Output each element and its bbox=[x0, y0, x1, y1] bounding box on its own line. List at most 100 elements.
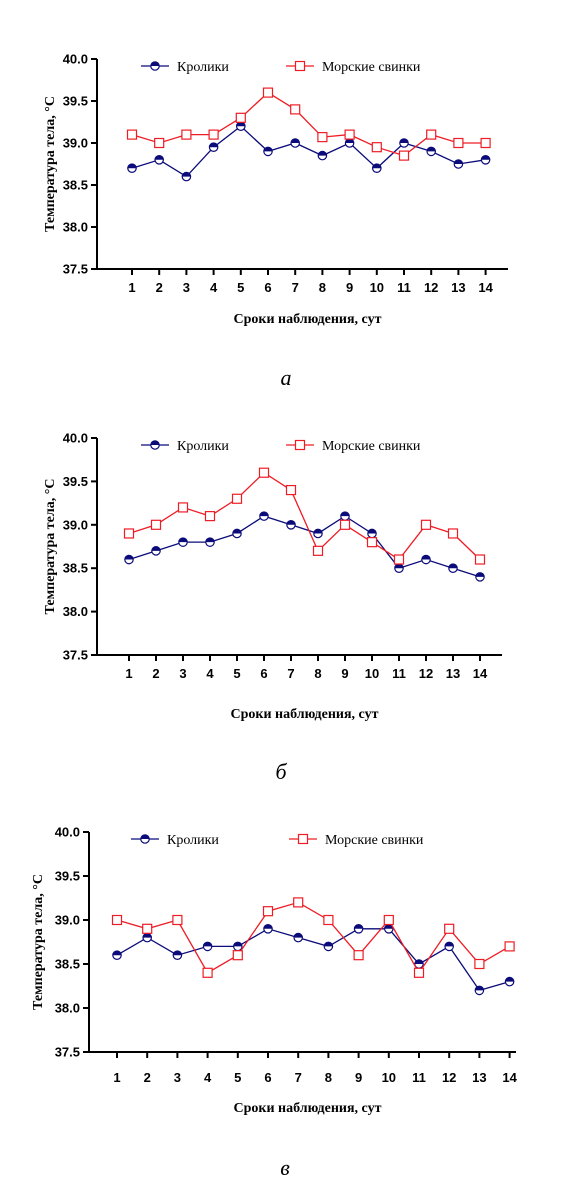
guinea-pig-point bbox=[353, 950, 364, 961]
rabbit-point bbox=[317, 150, 328, 161]
x-tick-label: 3 bbox=[174, 1070, 181, 1085]
rabbit-point bbox=[112, 950, 122, 960]
guinea-pig-point bbox=[177, 502, 189, 513]
rabbit-point bbox=[394, 563, 404, 573]
x-tick-label: 10 bbox=[382, 1070, 396, 1085]
rabbit-point bbox=[178, 537, 188, 547]
rabbit-point bbox=[154, 155, 164, 165]
rabbit-point bbox=[475, 572, 485, 582]
guinea-pig-point bbox=[290, 104, 301, 115]
rabbit-point-fill bbox=[481, 155, 490, 160]
guinea-pig-point bbox=[208, 129, 219, 140]
guinea-pig-point bbox=[426, 129, 437, 140]
rabbit-point-fill bbox=[421, 555, 431, 560]
legend: Кролики Морские свинки bbox=[141, 60, 421, 75]
rabbit-point bbox=[232, 528, 242, 539]
guinea-pig-point bbox=[366, 537, 378, 548]
guinea-pig-point bbox=[312, 545, 324, 556]
guinea-pig-point bbox=[123, 528, 135, 539]
legend: Кролики Морские свинки bbox=[141, 439, 421, 454]
rabbit-point bbox=[344, 138, 355, 148]
x-tick-label: 6 bbox=[264, 1070, 271, 1085]
guinea-pig-point bbox=[474, 554, 486, 565]
rabbit-point-fill bbox=[367, 529, 377, 534]
x-tick-label: 13 bbox=[451, 280, 465, 295]
x-tick-label: 2 bbox=[144, 1070, 151, 1085]
x-tick-label: 14 bbox=[502, 1070, 517, 1085]
rabbit-point-fill bbox=[124, 555, 134, 560]
panel-caption-3: в bbox=[280, 1155, 290, 1180]
guinea-pig-point bbox=[231, 493, 243, 504]
x-tick-label: 8 bbox=[325, 1070, 332, 1085]
rabbit-point-fill bbox=[475, 986, 484, 991]
rabbit-point-fill bbox=[448, 564, 458, 569]
guinea-pig-point bbox=[474, 958, 485, 970]
y-tick-label: 39.5 bbox=[55, 869, 80, 884]
y-tick-label: 39.5 bbox=[63, 474, 88, 489]
rabbit-point-fill bbox=[384, 924, 393, 929]
guinea-pig-point bbox=[285, 484, 297, 496]
panel-caption-2: б bbox=[275, 759, 287, 784]
rabbit-point-fill bbox=[318, 151, 327, 156]
rabbit-point bbox=[202, 941, 213, 952]
panel-caption-1: а bbox=[281, 365, 292, 390]
rabbit-point bbox=[233, 941, 243, 952]
rabbit-point bbox=[142, 932, 152, 943]
x-tick-label: 9 bbox=[355, 1070, 362, 1085]
guinea-pig-point bbox=[111, 914, 123, 926]
rabbit-point-fill bbox=[345, 138, 354, 143]
guinea-pig-point bbox=[202, 967, 213, 978]
rabbit-point bbox=[453, 159, 464, 169]
guinea-pig-point bbox=[142, 923, 153, 934]
guinea-pig-point bbox=[317, 132, 328, 143]
rabbit-point bbox=[371, 163, 382, 173]
rabbit-point-fill bbox=[178, 537, 188, 543]
guinea-pig-point bbox=[235, 112, 246, 123]
x-tick-label: 5 bbox=[237, 280, 244, 295]
guinea-pig-point bbox=[339, 519, 351, 530]
rabbit-point bbox=[286, 519, 296, 530]
y-tick-label: 38.5 bbox=[55, 957, 80, 972]
guinea-pig-point bbox=[150, 519, 162, 530]
rabbit-point bbox=[313, 528, 323, 539]
legend-label-1: Кролики bbox=[177, 439, 229, 454]
guinea-pig-point bbox=[371, 142, 382, 153]
rabbit-point-fill bbox=[394, 564, 404, 569]
rabbit-point-fill bbox=[232, 529, 242, 534]
x-tick-label: 12 bbox=[424, 280, 438, 295]
rabbit-point-fill bbox=[475, 572, 485, 577]
rabbit-point bbox=[290, 138, 300, 148]
rabbit-point bbox=[259, 511, 269, 521]
x-tick-label: 12 bbox=[442, 1070, 456, 1085]
rabbit-point-fill bbox=[399, 138, 409, 143]
rabbit-point-fill bbox=[354, 924, 363, 929]
rabbit-point bbox=[127, 163, 137, 173]
x-tick-label: 4 bbox=[204, 1070, 212, 1085]
rabbit-point bbox=[263, 146, 273, 157]
legend-marker-fill bbox=[140, 834, 150, 839]
x-tick-label: 10 bbox=[370, 280, 384, 295]
legend-marker-square bbox=[294, 439, 306, 451]
x-tick-label: 5 bbox=[234, 1070, 241, 1085]
x-tick-label: 14 bbox=[473, 666, 488, 681]
x-tick-label: 1 bbox=[125, 666, 132, 681]
x-tick-label: 11 bbox=[412, 1070, 426, 1085]
rabbit-point-fill bbox=[294, 933, 303, 938]
x-tick-label: 8 bbox=[314, 666, 321, 681]
y-tick-label: 38.0 bbox=[63, 220, 88, 235]
y-tick-label: 39.0 bbox=[63, 136, 88, 151]
rabbit-point-fill bbox=[324, 942, 333, 947]
x-tick-label: 10 bbox=[365, 666, 379, 681]
y-tick-label: 40.0 bbox=[55, 825, 80, 840]
rabbit-point bbox=[383, 923, 394, 934]
rabbit-point-fill bbox=[445, 942, 454, 947]
chart-panel-2: 37.538.038.539.039.540.01 2 3 4 5 6 7 8 9 10 11 12 1… bbox=[43, 431, 502, 722]
y-tick-label: 37.5 bbox=[63, 648, 88, 663]
rabbit-point-fill bbox=[155, 155, 164, 160]
legend-label-2: Морские свинки bbox=[322, 60, 421, 75]
rabbit-point bbox=[426, 146, 436, 157]
guinea-pig-point bbox=[181, 129, 192, 140]
series-line-1 bbox=[116, 928, 510, 992]
rabbit-point bbox=[263, 923, 273, 934]
guinea-pig-point bbox=[293, 897, 304, 908]
